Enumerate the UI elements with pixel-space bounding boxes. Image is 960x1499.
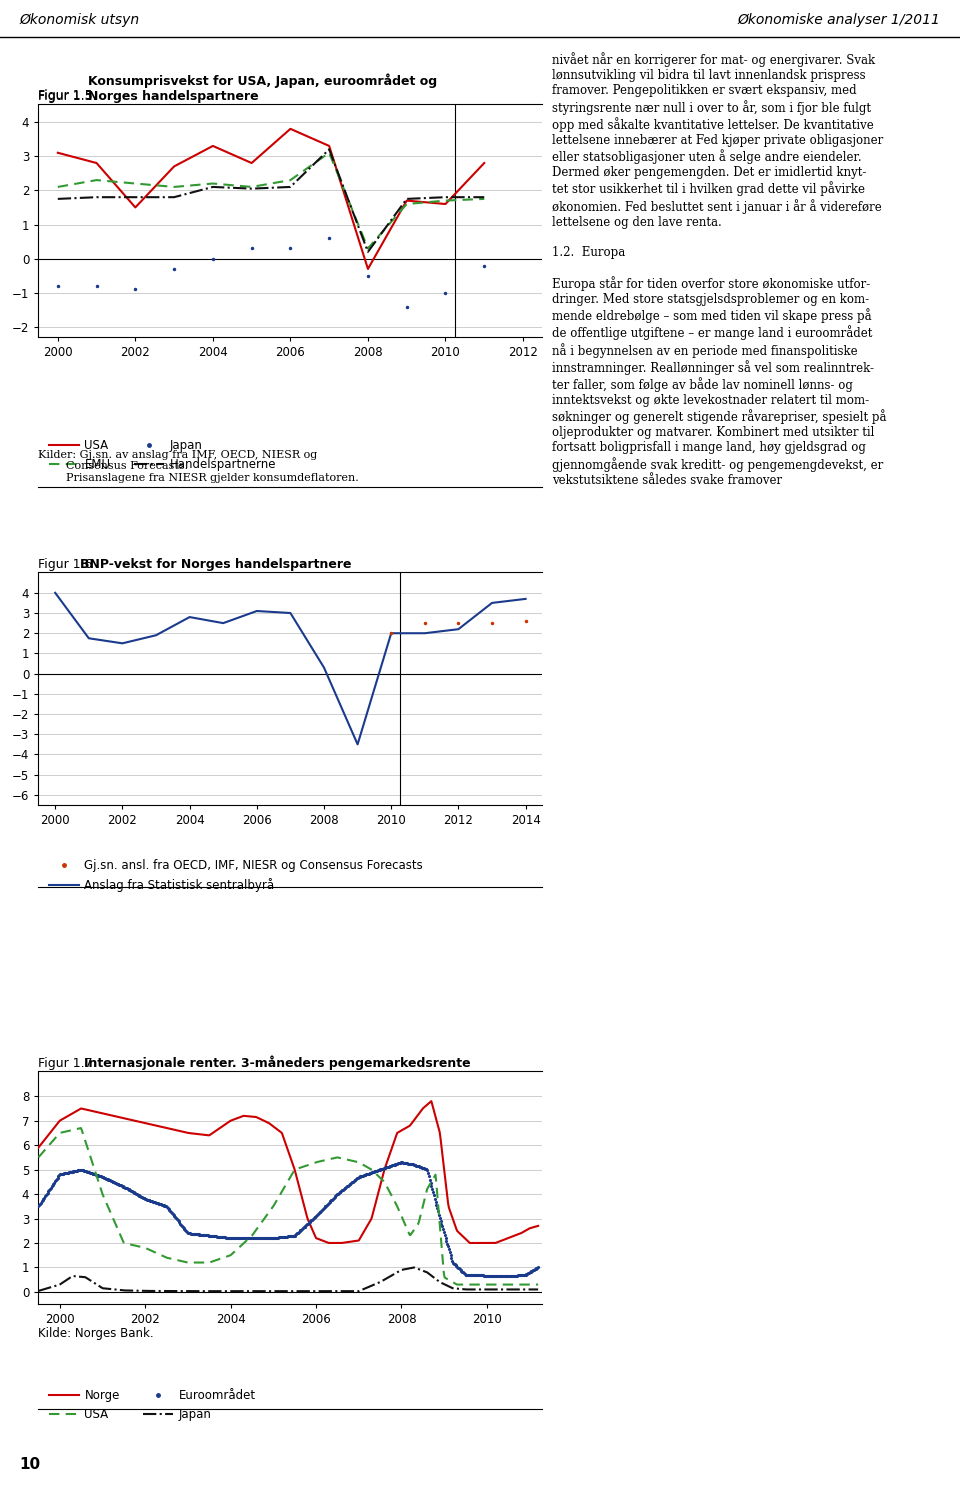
Text: Kilder: Gj.sn. av anslag fra IMF, OECD, NIESR og
        Consensus Forecasts.
  : Kilder: Gj.sn. av anslag fra IMF, OECD, … xyxy=(38,450,359,483)
Text: BNP-vekst for Norges handelspartnere: BNP-vekst for Norges handelspartnere xyxy=(80,558,351,571)
Text: nivået når en korrigerer for mat- og energivarer. Svak
lønnsutvikling vil bidra : nivået når en korrigerer for mat- og ene… xyxy=(552,52,886,487)
Text: 10: 10 xyxy=(19,1457,40,1472)
Legend: Norge, USA, Euroområdet, Japan: Norge, USA, Euroområdet, Japan xyxy=(44,1385,261,1426)
Text: Økonomisk utsyn: Økonomisk utsyn xyxy=(19,13,139,27)
Text: Figur 1.5.: Figur 1.5. xyxy=(38,90,101,103)
Legend: USA, EMU, Japan, Handelspartnerne: USA, EMU, Japan, Handelspartnerne xyxy=(44,435,280,475)
Legend: Gj.sn. ansl. fra OECD, IMF, NIESR og Consensus Forecasts, Anslag fra Statistisk : Gj.sn. ansl. fra OECD, IMF, NIESR og Con… xyxy=(44,854,428,896)
Text: Økonomiske analyser 1/2011: Økonomiske analyser 1/2011 xyxy=(738,13,941,27)
Text: Kilde: Norges Bank.: Kilde: Norges Bank. xyxy=(38,1327,154,1340)
Text: Figur 1.6: Figur 1.6 xyxy=(38,558,97,571)
Text: Figur 1.5.: Figur 1.5. xyxy=(38,88,101,102)
Text: Figur 1.7.: Figur 1.7. xyxy=(38,1057,101,1070)
Text: Internasjonale renter. 3-måneders pengemarkedsrente: Internasjonale renter. 3-måneders pengem… xyxy=(84,1055,470,1070)
Text: Konsumprisvekst for USA, Japan, euroområdet og
Norges handelspartnere: Konsumprisvekst for USA, Japan, euroområ… xyxy=(88,73,438,103)
